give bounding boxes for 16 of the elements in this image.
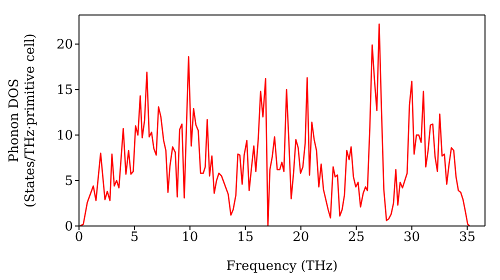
y-axis-title: Phonon DOS (States/THz·primitive cell) — [7, 33, 38, 208]
x-tick-label: 30 — [404, 230, 420, 246]
x-tick-label: 5 — [130, 230, 139, 246]
x-tick-label: 10 — [182, 230, 198, 246]
line-series — [79, 23, 470, 226]
y-tick-label: 10 — [56, 128, 73, 144]
y-tick-label: 5 — [64, 174, 73, 190]
y-tick-label: 20 — [56, 38, 73, 53]
x-tick-label: 20 — [292, 230, 310, 246]
y-tick-label: 15 — [56, 83, 73, 98]
x-axis-title: Frequency (THz) — [226, 259, 338, 274]
x-tick-label: 25 — [348, 230, 365, 246]
x-tick-label: 35 — [458, 230, 476, 246]
x-tick-label: 0 — [74, 230, 84, 246]
y-tick-label: 0 — [64, 220, 73, 235]
x-tick-label: 15 — [237, 230, 254, 246]
